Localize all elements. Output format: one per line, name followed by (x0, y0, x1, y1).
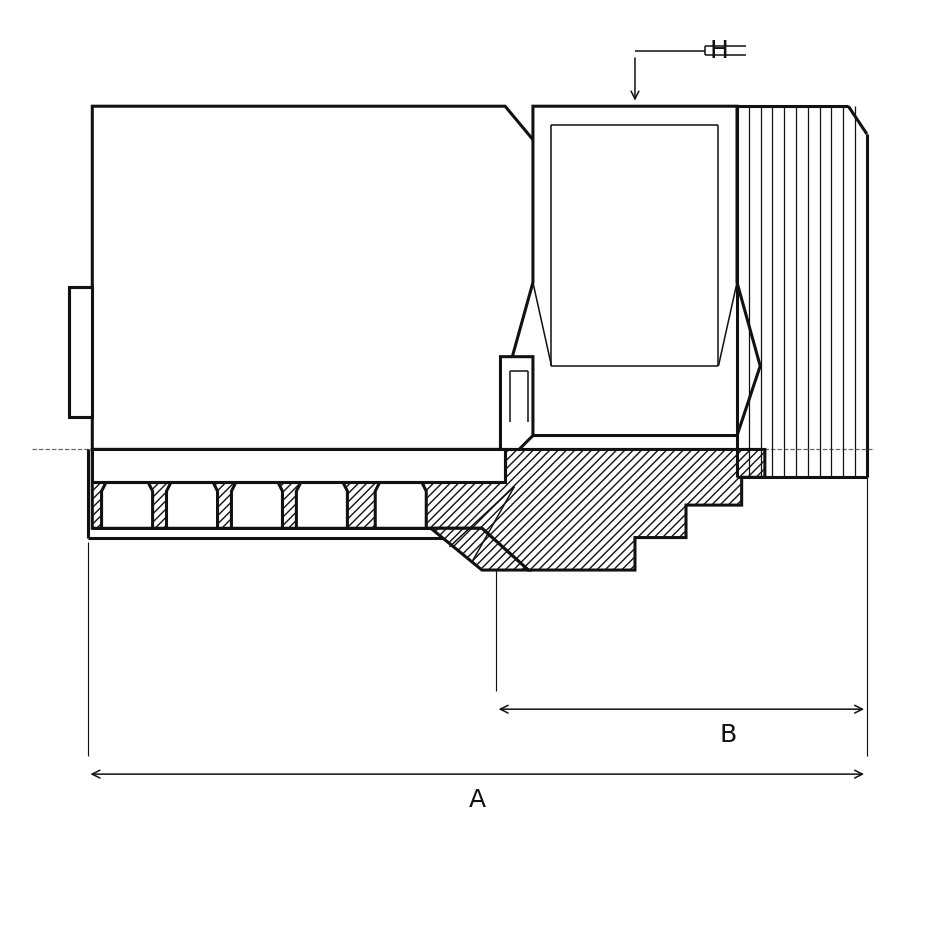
Text: A: A (469, 788, 486, 812)
Polygon shape (297, 482, 347, 528)
Polygon shape (93, 106, 579, 449)
Polygon shape (510, 106, 760, 435)
Polygon shape (167, 482, 217, 528)
Polygon shape (93, 449, 765, 570)
Polygon shape (375, 482, 426, 528)
Polygon shape (102, 482, 153, 528)
Text: B: B (719, 724, 737, 747)
Polygon shape (431, 528, 528, 570)
Polygon shape (501, 357, 533, 449)
Text: H: H (709, 38, 728, 63)
Polygon shape (93, 449, 505, 482)
Polygon shape (69, 287, 93, 417)
Polygon shape (231, 482, 283, 528)
